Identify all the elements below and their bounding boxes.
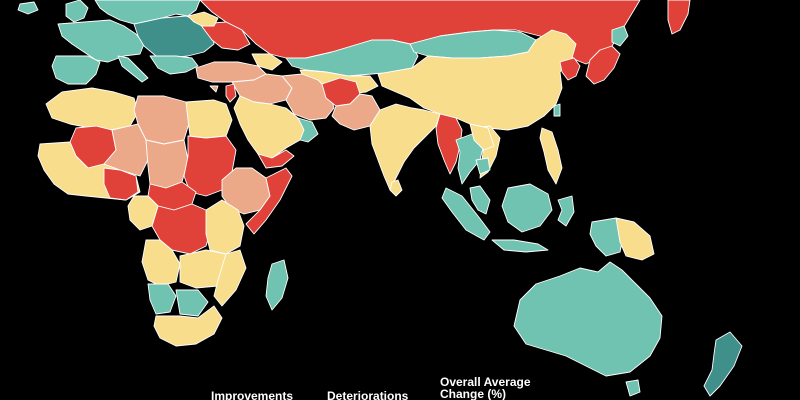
region-north-africa-west[interactable] [45, 87, 139, 131]
region-iran[interactable] [281, 73, 335, 121]
region-chad[interactable] [145, 139, 189, 189]
region-namibia[interactable] [147, 283, 177, 315]
region-borneo[interactable] [501, 183, 553, 233]
region-laos[interactable] [469, 123, 495, 151]
region-sumatra[interactable] [441, 187, 491, 241]
region-nigeria[interactable] [103, 167, 139, 201]
region-mozambique[interactable] [213, 249, 247, 307]
region-japan-north[interactable] [611, 25, 629, 47]
region-oman[interactable] [297, 117, 319, 143]
region-png[interactable] [615, 217, 655, 261]
region-kamchatka[interactable] [667, 0, 691, 35]
legend-improvements-heading: Improvements [211, 389, 294, 400]
region-cambodia[interactable] [475, 157, 491, 175]
region-caucasus[interactable] [251, 53, 283, 71]
region-south-africa[interactable] [153, 305, 223, 347]
region-italy[interactable] [117, 55, 149, 83]
region-ukraine[interactable] [199, 21, 251, 51]
region-malaysia[interactable] [469, 185, 491, 215]
region-india[interactable] [369, 103, 441, 191]
legend-deteriorations-heading: Deteriorations [327, 389, 409, 400]
region-yemen[interactable] [257, 149, 295, 169]
region-gabon-cameroon[interactable] [127, 195, 159, 231]
region-australia[interactable] [513, 261, 663, 377]
region-east-africa[interactable] [205, 199, 245, 255]
region-new-zealand[interactable] [703, 331, 743, 397]
region-niger[interactable] [103, 123, 149, 177]
region-israel[interactable] [225, 83, 237, 103]
region-tasmania[interactable] [625, 379, 641, 397]
region-congo[interactable] [151, 203, 213, 255]
region-china[interactable] [377, 29, 577, 131]
region-japan[interactable] [585, 45, 621, 85]
region-madagascar[interactable] [265, 259, 289, 311]
region-uk[interactable] [65, 0, 89, 23]
region-philippines[interactable] [539, 127, 563, 185]
region-egypt[interactable] [185, 99, 233, 139]
region-western-europe[interactable] [57, 19, 145, 63]
region-java[interactable] [491, 239, 549, 253]
region-myanmar[interactable] [435, 113, 463, 175]
region-sri-lanka[interactable] [389, 179, 403, 197]
region-eastern-europe[interactable] [133, 15, 215, 59]
region-iberia[interactable] [51, 55, 101, 85]
region-korea[interactable] [559, 57, 581, 81]
region-belarus[interactable] [187, 11, 219, 27]
region-iceland[interactable] [17, 1, 39, 15]
region-cyprus[interactable] [209, 85, 219, 93]
legend-overall-change-heading: Overall Average Change (%) [440, 375, 531, 400]
region-arabia[interactable] [233, 95, 309, 159]
region-somalia[interactable] [245, 167, 293, 235]
region-angola[interactable] [141, 239, 181, 287]
region-sulawesi[interactable] [557, 195, 575, 227]
region-balkans[interactable] [149, 55, 199, 75]
region-taiwan[interactable] [553, 103, 561, 117]
region-botswana[interactable] [175, 289, 209, 317]
